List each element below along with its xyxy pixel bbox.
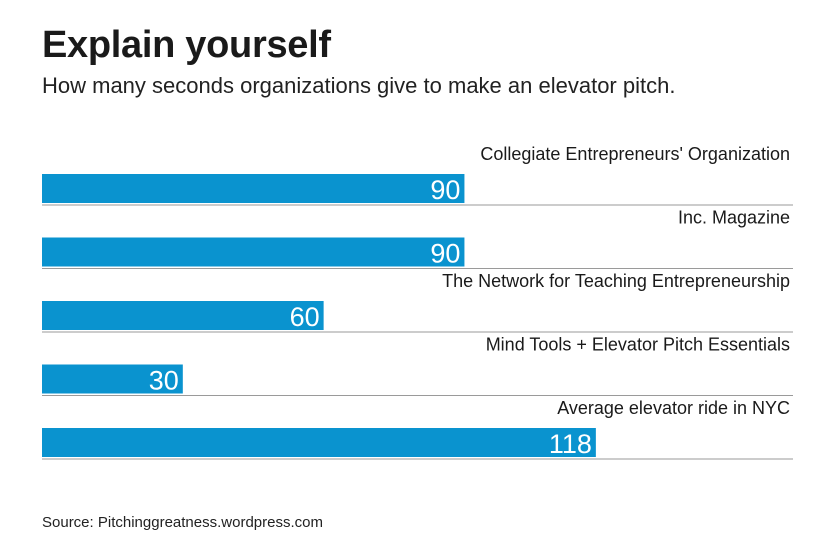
category-label: Inc. Magazine xyxy=(678,208,790,228)
bar xyxy=(42,237,465,267)
data-label: 118 xyxy=(549,429,592,459)
data-label: 90 xyxy=(430,175,460,205)
category-label: The Network for Teaching Entrepreneurshi… xyxy=(442,271,790,291)
bar xyxy=(42,301,324,330)
category-label: Average elevator ride in NYC xyxy=(557,398,790,418)
chart-subtitle: How many seconds organizations give to m… xyxy=(42,73,676,98)
chart-title: Explain yourself xyxy=(42,24,331,66)
category-label: Collegiate Entrepreneurs' Organization xyxy=(480,144,790,164)
bar xyxy=(42,174,465,203)
category-label: Mind Tools + Elevator Pitch Essentials xyxy=(486,335,790,355)
bar xyxy=(42,364,183,394)
source-note: Source: Pitchinggreatness.wordpress.com xyxy=(42,514,323,531)
data-label: 60 xyxy=(290,302,320,332)
bars-layer: Collegiate Entrepreneurs' Organization 90… xyxy=(42,144,793,460)
data-label: 90 xyxy=(430,239,460,269)
data-label: 30 xyxy=(149,366,179,396)
bar xyxy=(42,428,596,457)
